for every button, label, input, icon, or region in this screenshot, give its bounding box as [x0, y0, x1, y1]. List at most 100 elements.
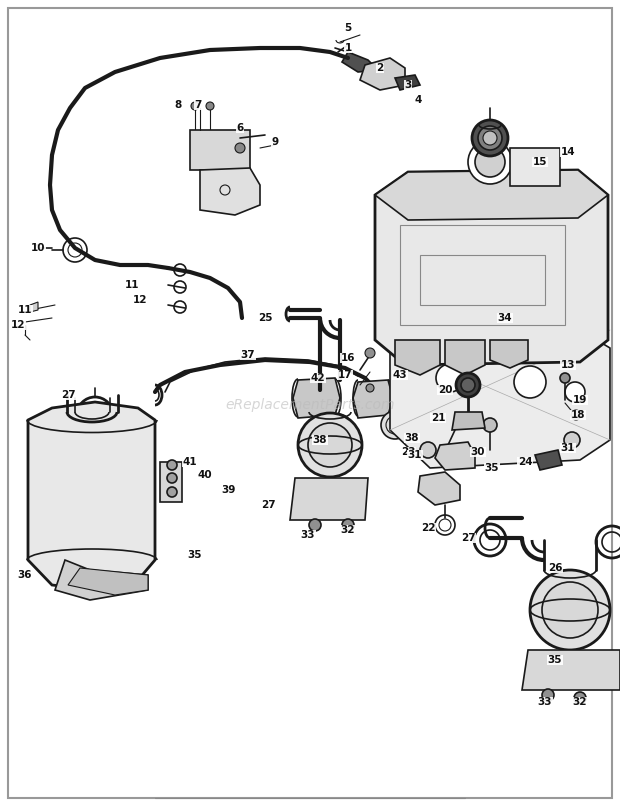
Polygon shape — [490, 340, 528, 368]
Polygon shape — [390, 322, 610, 468]
Circle shape — [436, 364, 464, 392]
Circle shape — [456, 373, 480, 397]
Circle shape — [167, 473, 177, 483]
Text: 30: 30 — [471, 447, 485, 457]
Text: 23: 23 — [401, 447, 415, 457]
Text: 24: 24 — [518, 457, 533, 467]
Polygon shape — [375, 170, 608, 220]
Bar — [160, 462, 182, 502]
Text: 33: 33 — [301, 530, 315, 540]
Text: 22: 22 — [421, 523, 435, 533]
Text: 40: 40 — [198, 470, 212, 480]
Circle shape — [365, 348, 375, 358]
Polygon shape — [535, 450, 562, 470]
Circle shape — [206, 102, 214, 110]
Text: 7: 7 — [194, 100, 202, 110]
Text: 34: 34 — [498, 313, 512, 323]
Polygon shape — [452, 412, 485, 430]
Text: 38: 38 — [312, 435, 327, 445]
Text: 39: 39 — [221, 485, 235, 495]
Text: 10: 10 — [31, 243, 45, 253]
Text: 11: 11 — [18, 305, 32, 315]
Polygon shape — [522, 650, 620, 690]
Text: eReplacementParts.com: eReplacementParts.com — [225, 398, 395, 412]
Text: 4: 4 — [414, 95, 422, 105]
Circle shape — [542, 582, 598, 638]
Text: 6: 6 — [236, 123, 244, 133]
Text: 38: 38 — [405, 433, 419, 443]
Circle shape — [167, 460, 177, 470]
Polygon shape — [360, 58, 405, 90]
Text: 37: 37 — [241, 350, 255, 360]
Polygon shape — [55, 560, 148, 600]
Circle shape — [342, 519, 354, 531]
Polygon shape — [375, 170, 608, 365]
Circle shape — [574, 692, 586, 704]
Circle shape — [565, 382, 585, 402]
Text: 20: 20 — [438, 385, 452, 395]
Text: 32: 32 — [573, 697, 587, 707]
Text: 11: 11 — [125, 280, 140, 290]
Circle shape — [472, 120, 508, 156]
Text: 16: 16 — [341, 353, 355, 363]
Text: 18: 18 — [571, 410, 585, 420]
Circle shape — [420, 442, 436, 458]
Text: 27: 27 — [61, 390, 75, 400]
Circle shape — [461, 378, 475, 392]
Text: 14: 14 — [560, 147, 575, 157]
Text: 31: 31 — [408, 450, 422, 460]
Text: 1: 1 — [344, 43, 352, 53]
Text: 12: 12 — [133, 295, 148, 305]
Text: 5: 5 — [344, 23, 352, 33]
Polygon shape — [290, 478, 368, 520]
Circle shape — [235, 143, 245, 153]
Text: 42: 42 — [311, 373, 326, 383]
Circle shape — [560, 373, 570, 383]
Circle shape — [298, 413, 362, 477]
Circle shape — [564, 432, 580, 448]
Text: 15: 15 — [533, 157, 547, 167]
Circle shape — [475, 147, 505, 177]
Circle shape — [542, 689, 554, 701]
Text: 9: 9 — [272, 137, 278, 147]
Polygon shape — [68, 568, 148, 595]
Bar — [420, 255, 545, 305]
Circle shape — [571, 410, 581, 420]
Bar — [190, 130, 250, 170]
Circle shape — [530, 570, 610, 650]
Polygon shape — [353, 380, 393, 418]
Text: 25: 25 — [258, 313, 272, 323]
Circle shape — [309, 519, 321, 531]
Text: 13: 13 — [560, 360, 575, 370]
Text: 21: 21 — [431, 413, 445, 423]
Polygon shape — [418, 472, 460, 505]
Text: 27: 27 — [260, 500, 275, 510]
Polygon shape — [293, 378, 340, 418]
Circle shape — [468, 140, 512, 184]
Circle shape — [381, 411, 409, 439]
Text: 27: 27 — [461, 533, 476, 543]
Circle shape — [366, 384, 374, 392]
Text: 8: 8 — [174, 100, 182, 110]
Polygon shape — [445, 340, 485, 375]
Polygon shape — [435, 442, 475, 470]
Text: 33: 33 — [538, 697, 552, 707]
Circle shape — [483, 131, 497, 145]
Polygon shape — [28, 402, 155, 590]
Text: 19: 19 — [573, 395, 587, 405]
Text: 35: 35 — [188, 550, 202, 560]
Circle shape — [324, 414, 352, 442]
Polygon shape — [342, 52, 378, 72]
Bar — [510, 148, 560, 186]
Text: 31: 31 — [560, 443, 575, 453]
Text: 12: 12 — [11, 320, 25, 330]
Text: 43: 43 — [392, 370, 407, 380]
Circle shape — [308, 423, 352, 467]
Polygon shape — [30, 302, 38, 312]
Circle shape — [167, 487, 177, 497]
Polygon shape — [200, 168, 260, 215]
Circle shape — [478, 126, 502, 150]
Text: 41: 41 — [183, 457, 197, 467]
Text: 26: 26 — [547, 563, 562, 573]
Polygon shape — [395, 340, 440, 375]
